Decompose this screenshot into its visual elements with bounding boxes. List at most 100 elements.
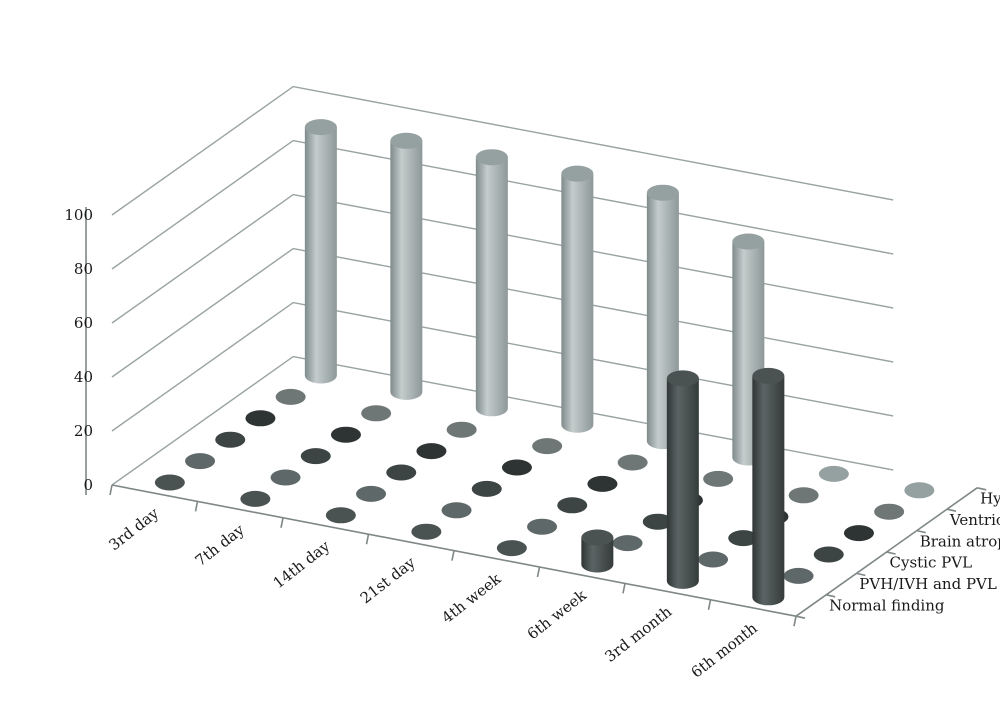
- bar-top: [330, 426, 361, 443]
- bar: [275, 388, 306, 405]
- bar-top: [783, 567, 814, 584]
- bar: [752, 367, 785, 606]
- x-tick: [365, 534, 370, 545]
- series-label: PVH/IVH and PVL: [859, 575, 997, 593]
- depth-tick: [946, 508, 957, 512]
- bar-top: [752, 367, 785, 384]
- series-label: Hydrocephalus: [980, 490, 1000, 508]
- gridline: [111, 193, 894, 324]
- bar-top: [446, 421, 477, 438]
- x-tick: [280, 517, 284, 528]
- bar: [416, 443, 447, 460]
- bar: [475, 149, 508, 417]
- gridline: [111, 139, 894, 270]
- bar-top: [496, 540, 527, 557]
- bar-top: [154, 474, 185, 491]
- bar-top: [411, 523, 442, 540]
- bar-body: [304, 127, 337, 384]
- gridline: [111, 247, 894, 378]
- x-tick-label: 21st day: [357, 553, 419, 607]
- x-tick-label: 7th day: [192, 520, 248, 570]
- bar: [532, 438, 563, 455]
- bar: [617, 454, 648, 471]
- bar: [874, 503, 905, 520]
- bar-body: [390, 140, 423, 400]
- bar: [386, 464, 417, 481]
- bar-body: [561, 173, 594, 433]
- x-tick-label: 4th week: [438, 569, 505, 627]
- x-tick: [622, 583, 626, 594]
- series-label: Cystic PVL: [890, 554, 973, 572]
- bar-top: [386, 464, 417, 481]
- bar-top: [356, 485, 387, 502]
- y-tick-label: 60: [74, 314, 93, 332]
- bar-top: [581, 529, 614, 546]
- bar-top: [666, 370, 699, 387]
- x-tick-label: 3rd month: [601, 602, 675, 665]
- bar-top: [416, 443, 447, 460]
- bar-top: [788, 487, 819, 504]
- bar-top: [471, 480, 502, 497]
- bar: [356, 485, 387, 502]
- bar-top: [617, 454, 648, 471]
- bar-top: [728, 530, 759, 547]
- bar: [304, 119, 337, 384]
- bar: [642, 513, 673, 530]
- x-tick-label: 3rd day: [105, 504, 162, 554]
- chart-labels: 0 20 40 60 80 100 3rd day 7th day 14th day 21st d…: [64, 206, 1000, 682]
- bar: [330, 426, 361, 443]
- x-tick: [536, 566, 541, 578]
- x-tick-label: 6th month: [688, 619, 761, 682]
- bar: [446, 421, 477, 438]
- bar: [411, 523, 442, 540]
- bar-top: [557, 497, 588, 514]
- bar: [703, 470, 734, 487]
- bar: [581, 529, 614, 573]
- bar-top: [441, 502, 472, 519]
- bar: [154, 474, 185, 491]
- chart-bars: [154, 119, 935, 606]
- bar-top: [698, 551, 729, 568]
- bar-top: [300, 448, 331, 465]
- bar: [813, 546, 844, 563]
- bar: [557, 497, 588, 514]
- bar: [361, 405, 392, 422]
- bar-top: [818, 465, 849, 482]
- y-tick-label: 0: [83, 476, 93, 494]
- bar: [783, 567, 814, 584]
- x-tick: [194, 501, 199, 512]
- bar: [215, 431, 246, 448]
- bar-top: [240, 490, 271, 507]
- bar: [818, 465, 849, 482]
- bar-body: [752, 375, 785, 606]
- bar-top: [270, 469, 301, 486]
- x-tick: [793, 616, 797, 627]
- x-tick: [451, 550, 455, 561]
- bar: [527, 518, 558, 535]
- gridline: [111, 85, 894, 216]
- bar: [270, 469, 301, 486]
- bar: [666, 370, 699, 589]
- depth-tick: [795, 615, 806, 619]
- bar-top: [215, 431, 246, 448]
- bar-top: [185, 453, 216, 470]
- bar: [441, 502, 472, 519]
- bar-top: [390, 132, 423, 149]
- bar: [496, 540, 527, 557]
- bar: [561, 165, 594, 433]
- depth-tick: [886, 551, 896, 555]
- x-tick: [109, 484, 113, 496]
- bar: [904, 482, 935, 499]
- bar-top: [813, 546, 844, 563]
- bar-top: [501, 459, 532, 476]
- bar-top: [646, 184, 679, 201]
- bar: [698, 551, 729, 568]
- bar: [240, 490, 271, 507]
- y-tick-label: 20: [74, 422, 93, 440]
- bar: [587, 475, 618, 492]
- x-tick-label: 6th week: [524, 586, 591, 644]
- bar: [390, 132, 423, 400]
- bar-top: [703, 470, 734, 487]
- bar-body: [581, 537, 614, 573]
